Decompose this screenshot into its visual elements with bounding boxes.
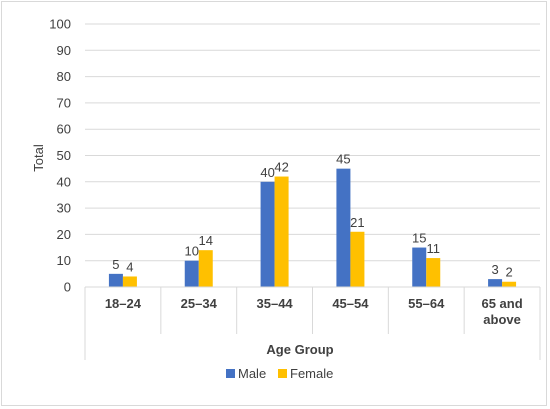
legend-label-male: Male [238,366,266,381]
gridlines [85,23,540,262]
y-tick-label: 30 [57,201,71,216]
data-label: 40 [260,165,274,180]
x-tick-label: 25–34 [181,296,218,311]
y-tick-label: 100 [49,17,71,32]
data-label: 4 [126,259,133,274]
legend-label-female: Female [290,366,333,381]
y-tick-label: 20 [57,227,71,242]
y-tick-label: 0 [64,280,71,295]
legend-swatch-male [226,369,235,378]
y-tick-label: 70 [57,95,71,110]
data-label: 10 [185,244,199,259]
x-tick-label: 18–24 [105,296,142,311]
y-axis-title: Total [31,144,46,172]
bar-female [122,276,137,287]
bar-male [184,260,199,287]
bar-male [260,181,275,287]
bar-female [274,176,289,287]
x-axis: 18–24 25–34 35–44 45–54 55–64 65 and above [84,286,541,360]
legend: Male Female [226,366,333,381]
data-label: 15 [412,231,426,246]
bar-female [350,231,365,287]
bar-female [198,250,213,287]
bars [108,168,517,287]
legend-swatch-female [278,369,287,378]
y-tick-label: 50 [57,148,71,163]
data-label: 45 [336,152,350,167]
y-tick-label: 80 [57,69,71,84]
bar-male [488,279,503,287]
bar-male [108,273,123,287]
data-label: 21 [350,215,364,230]
x-axis-title: Age Group [266,342,333,357]
y-axis-ticks: 0 10 20 30 40 50 60 70 80 90 100 [49,17,71,295]
data-label: 42 [274,160,288,175]
y-tick-label: 60 [57,122,71,137]
data-label: 3 [491,262,498,277]
y-tick-label: 10 [57,253,71,268]
x-tick-label: 35–44 [257,296,294,311]
x-tick-label: 55–64 [408,296,445,311]
bar-female [426,258,441,287]
data-label: 2 [505,265,512,280]
bar-male [336,168,351,287]
x-tick-label: 45–54 [332,296,369,311]
x-tick-label: 65 and above [481,296,522,327]
data-label: 5 [112,257,119,272]
y-tick-label: 90 [57,43,71,58]
y-tick-label: 40 [57,174,71,189]
bar-male [412,247,427,287]
bar-female [502,281,517,287]
data-label: 14 [199,233,213,248]
data-label: 11 [427,241,441,256]
